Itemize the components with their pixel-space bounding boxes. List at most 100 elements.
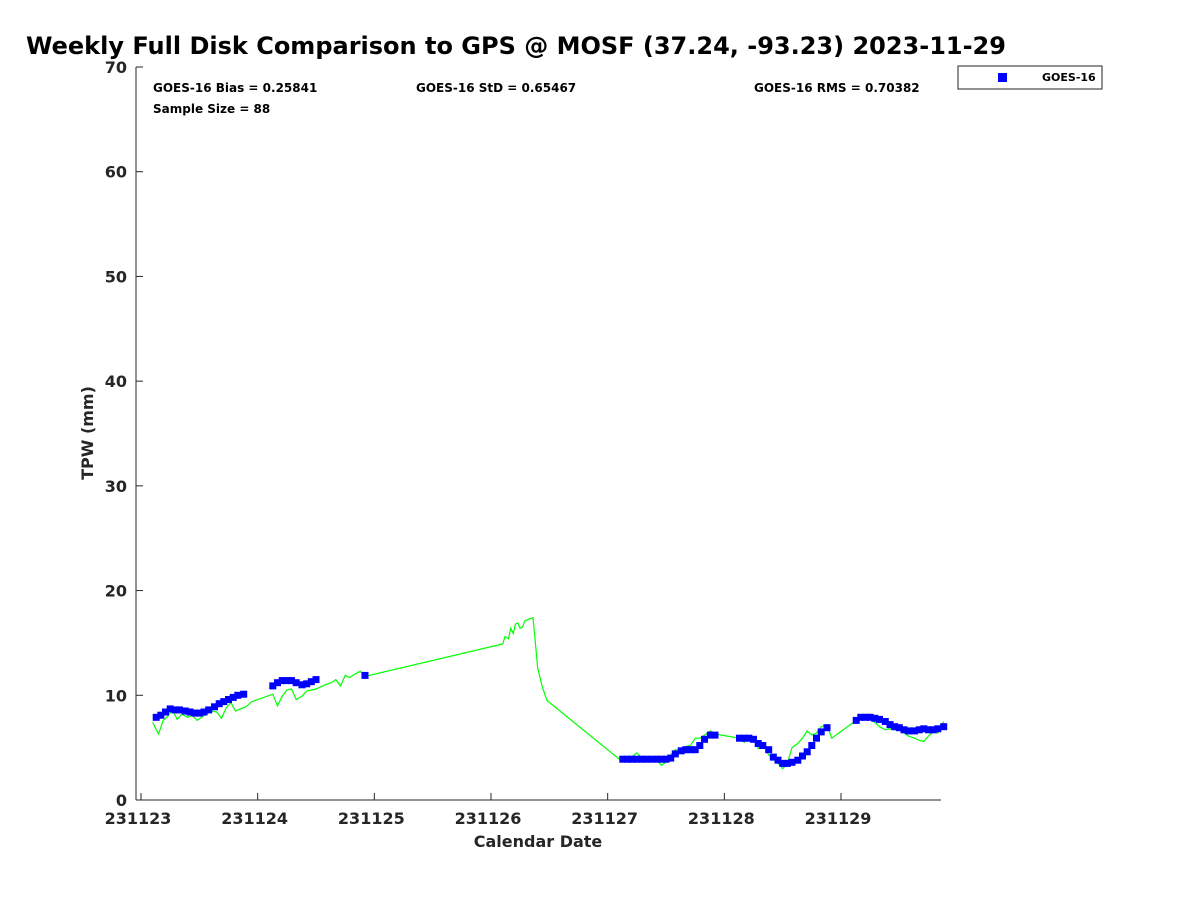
goes16-point <box>794 756 802 764</box>
goes16-point <box>691 746 699 754</box>
x-tick-label: 231126 <box>455 809 522 828</box>
goes16-point <box>876 715 883 723</box>
goes16-point <box>181 707 189 715</box>
y-ticks: 0 10 20 30 40 50 60 70 <box>105 58 143 810</box>
goes16-point <box>298 681 306 689</box>
x-tick-label: 231125 <box>338 809 405 828</box>
goes16-point <box>774 756 782 764</box>
goes16-point <box>915 726 923 734</box>
goes16-point <box>920 725 928 733</box>
goes16-point <box>361 671 369 679</box>
stat-bias: GOES-16 Bias = 0.25841 <box>153 81 317 95</box>
goes16-point <box>765 746 773 754</box>
goes16-point <box>234 691 242 699</box>
goes16-point <box>779 759 787 767</box>
goes16-point <box>813 734 820 742</box>
goes16-point <box>706 731 714 739</box>
goes16-point <box>817 728 825 736</box>
gps-line-series <box>152 617 945 770</box>
x-tick-label: 231123 <box>105 809 172 828</box>
goes16-point <box>642 755 650 763</box>
goes16-point <box>682 746 690 754</box>
goes16-point <box>191 709 199 717</box>
goes16-point <box>696 742 704 749</box>
goes16-point <box>900 726 908 734</box>
goes16-point <box>687 746 694 754</box>
goes16-point <box>886 721 894 729</box>
goes16-point <box>186 708 194 716</box>
goes16-point <box>881 718 889 725</box>
goes16-point <box>176 706 183 714</box>
goes16-point <box>166 705 174 713</box>
goes16-point <box>929 726 937 734</box>
goes16-point <box>667 754 675 762</box>
goes16-point <box>288 677 295 685</box>
legend-marker <box>998 73 1007 82</box>
goes16-point <box>788 758 796 766</box>
goes16-point <box>657 755 665 763</box>
stat-sample-size: Sample Size = 88 <box>153 102 270 116</box>
y-axis-label: TPW (mm) <box>78 386 97 480</box>
goes16-marker-series <box>152 671 948 767</box>
chart-title: Weekly Full Disk Comparison to GPS @ MOS… <box>26 32 1006 60</box>
y-tick-label: 70 <box>105 58 127 77</box>
goes16-point <box>803 748 811 756</box>
goes16-point <box>303 680 311 688</box>
goes16-point <box>866 713 874 721</box>
goes16-point <box>312 676 320 684</box>
goes16-point <box>619 755 627 763</box>
legend: GOES-16 <box>957 65 1103 90</box>
goes16-point <box>925 726 932 734</box>
goes16-point <box>891 723 899 731</box>
goes16-point <box>200 708 208 716</box>
goes16-point <box>162 708 169 716</box>
goes16-point <box>220 698 228 706</box>
y-tick-label: 50 <box>105 267 127 286</box>
goes16-point <box>638 755 645 763</box>
goes16-point <box>857 713 865 721</box>
legend-label: GOES-16 <box>1042 71 1096 84</box>
x-tick-label: 231127 <box>571 809 638 828</box>
goes16-point <box>229 693 237 701</box>
goes16-point <box>211 703 218 711</box>
goes16-point <box>215 700 223 708</box>
goes16-point <box>740 734 748 742</box>
goes16-point <box>677 747 685 755</box>
y-tick-label: 30 <box>105 477 127 496</box>
goes16-point <box>240 690 248 698</box>
goes16-point <box>278 677 286 685</box>
x-tick-label: 231129 <box>805 809 872 828</box>
goes16-point <box>283 677 291 685</box>
x-ticks: 231123 231124 231125 231126 231127 231128 2311… <box>105 793 872 828</box>
goes16-point <box>269 682 277 690</box>
goes16-point <box>905 727 913 735</box>
goes16-point <box>769 753 777 761</box>
goes16-point <box>307 678 315 686</box>
legend-box <box>957 65 1103 90</box>
goes16-point <box>852 716 860 724</box>
goes16-point <box>671 750 679 758</box>
goes16-point <box>152 713 160 721</box>
goes16-point <box>292 679 300 687</box>
x-axis-label: Calendar Date <box>474 832 603 851</box>
goes16-point <box>633 755 641 763</box>
goes16-point <box>783 759 791 767</box>
goes16-point <box>823 724 831 732</box>
goes16-point <box>225 696 232 703</box>
goes16-point <box>736 734 743 742</box>
plot-area: 0 10 20 30 40 50 60 70 231123 231124 231125 231126… <box>105 58 948 828</box>
goes16-point <box>624 755 631 763</box>
goes16-point <box>205 706 213 714</box>
stat-rms: GOES-16 RMS = 0.70382 <box>754 81 920 95</box>
goes16-point <box>895 724 903 732</box>
y-tick-label: 20 <box>105 582 127 601</box>
goes16-point <box>940 723 948 731</box>
goes16-point <box>648 755 656 763</box>
y-tick-label: 10 <box>105 686 127 705</box>
goes16-point <box>628 755 636 763</box>
goes16-point <box>759 742 767 749</box>
goes16-point <box>274 679 281 687</box>
goes16-point <box>799 752 806 760</box>
goes16-point <box>171 706 179 714</box>
